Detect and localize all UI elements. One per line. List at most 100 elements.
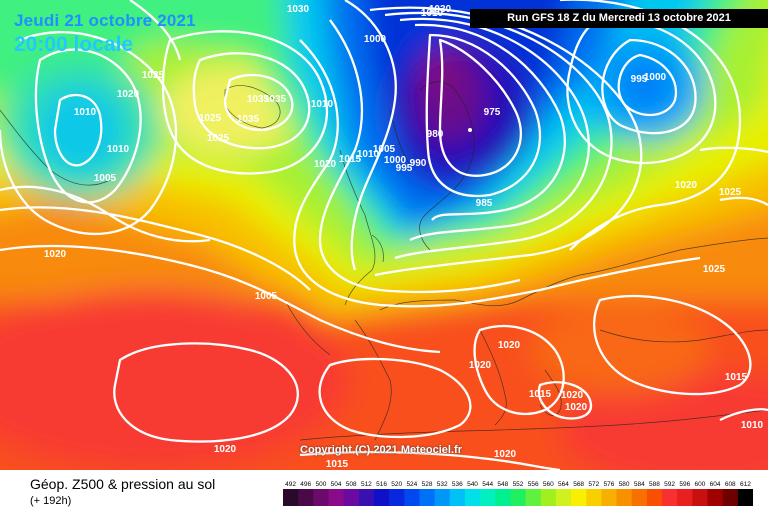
isobar-label: 1000 (384, 155, 407, 166)
legend-color-swatch (404, 489, 420, 506)
legend-value-label: 600 (695, 481, 706, 488)
isobar-label: 1000 (644, 72, 667, 83)
isobar-label: 1005 (373, 144, 396, 155)
legend-color-swatch (571, 489, 587, 506)
isobar-label: 1020 (675, 180, 698, 191)
legend-value-label: 588 (649, 481, 660, 488)
legend-color-swatch (480, 489, 496, 506)
isobar-label: 1020 (314, 159, 337, 170)
legend-color-swatch (449, 489, 466, 506)
legend-color-swatch (313, 489, 329, 506)
legend-color-swatch (662, 489, 678, 506)
legend-color-swatch (283, 489, 299, 506)
legend-value-label: 532 (437, 481, 448, 488)
isobar-label: 1030 (429, 4, 452, 15)
isobar-label: 1020 (469, 360, 492, 371)
isobar-label: 1005 (94, 173, 117, 184)
legend-color-swatch (298, 489, 314, 506)
legend-value-label: 520 (391, 481, 402, 488)
legend-value-label: 596 (679, 481, 690, 488)
legend-value-label: 584 (634, 481, 645, 488)
legend-color-swatch (373, 489, 390, 506)
legend-value-label: 576 (604, 481, 615, 488)
legend-value-label: 604 (710, 481, 721, 488)
legend-color-swatch (555, 489, 572, 506)
legend-color-swatch (707, 489, 724, 506)
isobar-label: 1010 (107, 144, 130, 155)
isobar-label: 995 (631, 74, 648, 85)
low-pressure-center (468, 128, 472, 132)
isobar-label: 1025 (703, 264, 726, 275)
model-run-label: Run GFS 18 Z du Mercredi 13 octobre 2021 (470, 9, 768, 28)
isobar-label: 1020 (214, 444, 237, 455)
legend-value-label: 568 (573, 481, 584, 488)
isobar-label: 1025 (207, 133, 230, 144)
legend-value-label: 580 (619, 481, 630, 488)
legend-value-label: 536 (452, 481, 463, 488)
isobar-label: 990 (410, 158, 427, 169)
isobar-label: 1020 (117, 89, 140, 100)
legend-color-swatch (722, 489, 739, 506)
legend-value-label: 504 (331, 481, 342, 488)
isobar-label: 995 (396, 163, 413, 174)
forecast-lead-time: (+ 192h) (30, 495, 72, 507)
legend-value-label: 548 (497, 481, 508, 488)
legend-color-swatch (358, 489, 375, 506)
forecast-date: Jeudi 21 octobre 2021 (14, 11, 196, 30)
legend-value-label: 556 (528, 481, 539, 488)
isobar-label: 1035 (237, 114, 260, 125)
isobar-label: 1010 (421, 8, 444, 19)
isobar-label: 1010 (741, 420, 764, 431)
legend-color-swatch (631, 489, 648, 506)
legend-value-label: 516 (376, 481, 387, 488)
isobar-label: 1025 (719, 187, 742, 198)
isobar-label: 1020 (561, 390, 584, 401)
isobar-label: 1015 (725, 372, 748, 383)
map-title: Géop. Z500 & pression au sol (30, 476, 216, 492)
isobar-label: 1030 (287, 4, 310, 15)
legend-color-swatch (586, 489, 602, 506)
legend-color-swatch (616, 489, 633, 506)
isobar-label: 1005 (255, 291, 278, 302)
isobar-label: 1010 (74, 107, 97, 118)
legend-value-label: 544 (482, 481, 493, 488)
isobar-label: 1015 (529, 389, 552, 400)
legend-color-swatch (328, 489, 345, 506)
copyright-notice: Copyright (C) 2021 Meteociel.fr (300, 444, 462, 456)
isobar-label: 1000 (364, 34, 387, 45)
isobar-label: 1025 (142, 70, 165, 81)
forecast-time: 20:00 locale (14, 33, 134, 56)
isobar-label: 1035 (264, 94, 287, 105)
isobar-label: 975 (484, 107, 501, 118)
isobar-label: 1020 (498, 340, 521, 351)
isobar-label: 1010 (311, 99, 334, 110)
isobars (0, 0, 768, 470)
color-scale-legend: 492 496 500 504 508 512 516 520 524 528 532 536 540 5… (283, 481, 753, 506)
legend-value-label: 492 (285, 481, 296, 488)
isobar-label: 1020 (494, 449, 517, 460)
isobar-label: 1010 (357, 149, 380, 160)
legend-color-swatch (343, 489, 360, 506)
legend-value-label: 528 (422, 481, 433, 488)
legend-value-label: 552 (513, 481, 524, 488)
isobar-label: 1035 (247, 94, 270, 105)
legend-value-label: 496 (300, 481, 311, 488)
isobar-label: 1020 (565, 402, 588, 413)
isobar-label: 1025 (199, 113, 222, 124)
isobar-label: 1020 (44, 249, 67, 260)
legend-color-swatch (464, 489, 481, 506)
legend-color-swatch (510, 489, 527, 506)
isobar-label: 1015 (326, 459, 349, 470)
legend-color-swatch (525, 489, 542, 506)
legend-color-swatch (646, 489, 663, 506)
isobar-label: 1015 (339, 154, 362, 165)
legend-color-swatch (601, 489, 618, 506)
legend-color-swatch (434, 489, 451, 506)
isobar-label: 985 (476, 198, 493, 209)
legend-value-label: 592 (664, 481, 675, 488)
legend-value-label: 560 (543, 481, 554, 488)
legend-value-label: 608 (725, 481, 736, 488)
isobar-label: 980 (427, 129, 444, 140)
